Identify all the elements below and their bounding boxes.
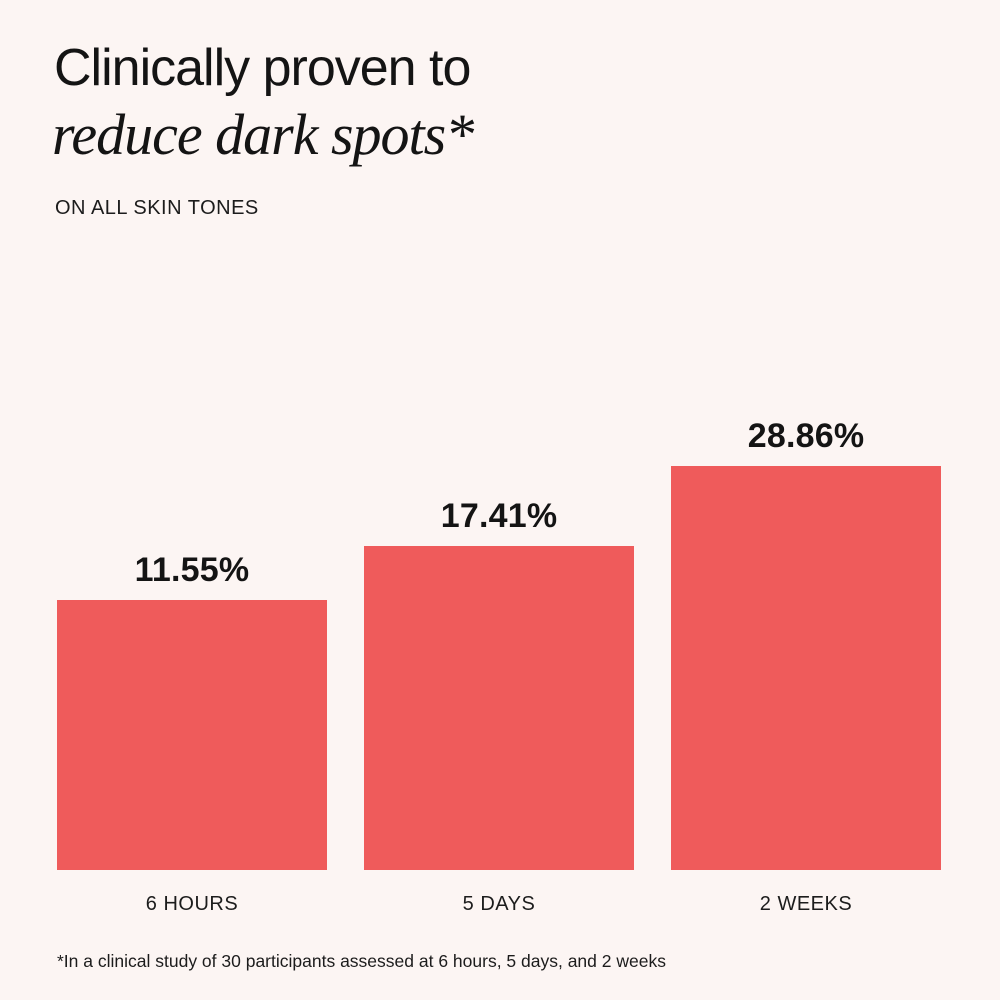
x-axis-label-6-hours: 6 HOURS bbox=[145, 893, 239, 915]
bar-group-5-days: 17.41% bbox=[364, 499, 634, 870]
bar bbox=[364, 546, 634, 870]
bar-group-2-weeks: 28.86% bbox=[671, 419, 941, 870]
bar-group-6-hours: 11.55% bbox=[57, 553, 327, 870]
bar bbox=[57, 600, 327, 870]
bar-value-label: 11.55% bbox=[134, 551, 250, 589]
footnote: *In a clinical study of 30 participants … bbox=[57, 951, 666, 971]
eyebrow-subtitle: ON ALL SKIN TONES bbox=[55, 197, 259, 219]
bar-value-label: 28.86% bbox=[747, 417, 865, 455]
bar-value-label: 17.41% bbox=[440, 497, 558, 535]
page-title-line1: Clinically proven to bbox=[54, 39, 471, 97]
page-title-line2: reduce dark spots* bbox=[52, 102, 474, 167]
x-axis-label-2-weeks: 2 WEEKS bbox=[759, 893, 853, 915]
x-axis-label-5-days: 5 DAYS bbox=[462, 893, 536, 915]
bar bbox=[671, 466, 941, 870]
